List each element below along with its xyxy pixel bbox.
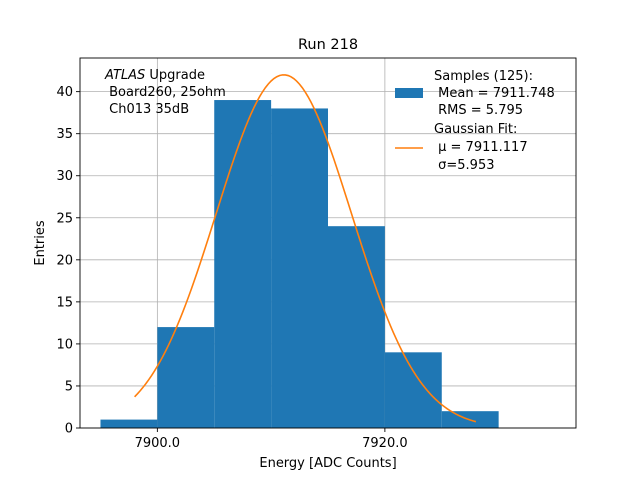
- x-axis-label: Energy [ADC Counts]: [259, 456, 396, 471]
- legend-samples-rms: RMS = 5.795: [434, 103, 523, 118]
- annotation-line-2: Board260, 25ohm: [105, 85, 226, 100]
- y-tick-label: 20: [56, 253, 73, 268]
- annotation-upgrade: Upgrade: [145, 68, 205, 83]
- legend-samples-mean: Mean = 7911.748: [434, 86, 555, 101]
- y-axis-label: Entries: [33, 220, 48, 266]
- legend-fit-sigma: σ=5.953: [434, 158, 494, 173]
- y-tick-label: 40: [56, 85, 73, 100]
- plot-area: 7900.0 7920.0 0 5 10 15 20 25 30 35 40: [56, 57, 577, 451]
- legend-samples-swatch: [395, 88, 423, 98]
- histogram-bar: [271, 108, 328, 429]
- y-tick-label: 15: [56, 295, 73, 310]
- chart-title: Run 218: [298, 37, 358, 53]
- histogram-bar: [384, 352, 442, 428]
- y-tick-label: 25: [56, 211, 73, 226]
- legend-samples-title: Samples (125):: [434, 69, 533, 84]
- x-axis-ticks: 7900.0 7920.0: [135, 428, 408, 451]
- legend-fit-title: Gaussian Fit:: [434, 122, 517, 137]
- y-tick-label: 5: [65, 379, 73, 394]
- y-tick-label: 35: [56, 127, 73, 142]
- annotation-line-1: ATLAS Upgrade: [104, 68, 205, 83]
- histogram-bar: [157, 327, 215, 428]
- histogram-bar: [214, 100, 272, 428]
- x-tick-label: 7900.0: [135, 436, 181, 451]
- histogram-bar: [328, 226, 385, 428]
- y-tick-label: 0: [65, 422, 73, 437]
- atlas-annotation: ATLAS Upgrade Board260, 25ohm Ch013 35dB: [104, 68, 226, 117]
- annotation-line-3: Ch013 35dB: [105, 102, 189, 117]
- legend-fit-mu: μ = 7911.117: [434, 140, 528, 155]
- axes-frame: [79, 57, 577, 429]
- histogram-bars: [100, 100, 499, 429]
- histogram-bar: [100, 419, 158, 428]
- legend: Samples (125): Mean = 7911.748 RMS = 5.7…: [395, 69, 555, 173]
- y-tick-label: 10: [56, 337, 73, 352]
- annotation-atlas: ATLAS: [104, 68, 145, 83]
- y-axis-ticks: 0 5 10 15 20 25 30 35 40: [56, 85, 80, 437]
- x-tick-label: 7920.0: [362, 436, 408, 451]
- gaussian-fit-curve: [134, 74, 477, 423]
- y-tick-label: 30: [56, 169, 73, 184]
